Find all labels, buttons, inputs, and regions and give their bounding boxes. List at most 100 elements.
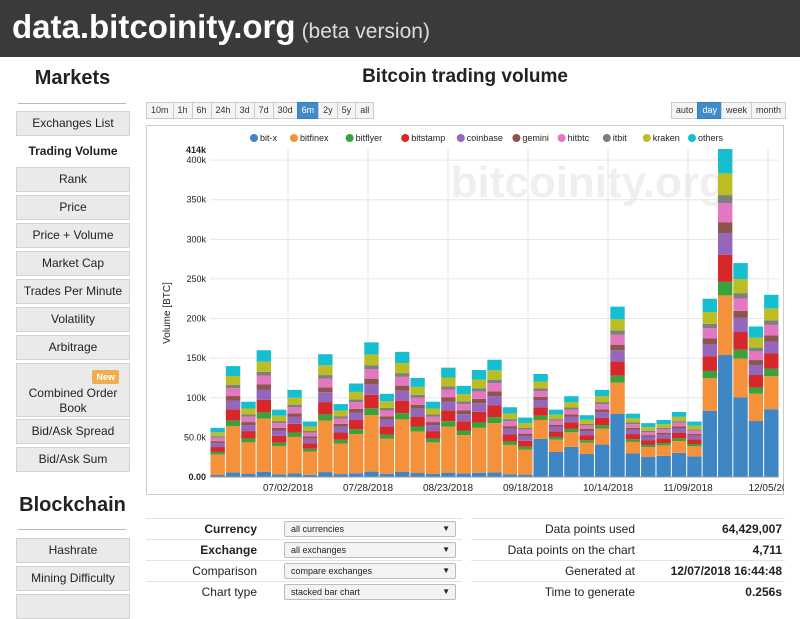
exchange-select[interactable]: all exchanges ▼ bbox=[284, 542, 456, 558]
bar-bitstamp bbox=[717, 254, 733, 282]
bar-coinbase bbox=[272, 430, 287, 436]
sidebar-item-combined-order-book[interactable]: Combined Order Book New bbox=[16, 363, 130, 417]
bar-bitfinex bbox=[456, 435, 471, 474]
bar-bitflyer bbox=[748, 387, 764, 394]
beta-label: (beta version) bbox=[301, 20, 430, 43]
stat-label: Time to generate bbox=[544, 585, 635, 599]
bar-kraken bbox=[379, 401, 395, 408]
bar-bit-x bbox=[748, 421, 764, 477]
resolution-button-month[interactable]: month bbox=[750, 102, 786, 119]
bar-itbit bbox=[641, 430, 656, 433]
site-title[interactable]: data.bitcoinity.org (beta version) bbox=[12, 8, 430, 46]
sidebar-item-arbitrage[interactable]: Arbitrage bbox=[16, 335, 130, 360]
bar-coinbase bbox=[625, 429, 641, 435]
range-button-6m[interactable]: 6m bbox=[296, 102, 320, 119]
resolution-button-week[interactable]: week bbox=[720, 102, 752, 119]
bar-coinbase bbox=[441, 401, 456, 411]
bar-kraken bbox=[348, 391, 364, 400]
range-button-3d[interactable]: 3d bbox=[234, 102, 255, 119]
range-button-2y[interactable]: 2y bbox=[318, 102, 338, 119]
range-button-5y[interactable]: 5y bbox=[336, 102, 357, 119]
bar-gemini bbox=[487, 391, 502, 397]
bar-kraken bbox=[487, 370, 502, 380]
sidebar-item-bid-ask-sum[interactable]: Bid/Ask Sum bbox=[16, 447, 130, 472]
bar-gemini bbox=[333, 423, 348, 427]
bar-itbit bbox=[656, 427, 671, 430]
chart-type-select[interactable]: stacked bar chart ▼ bbox=[284, 584, 456, 600]
bar-kraken bbox=[502, 413, 518, 420]
legend-label-coinbase: coinbase bbox=[467, 133, 503, 143]
site-name[interactable]: data.bitcoinity.org bbox=[12, 8, 296, 45]
bar-bit-x bbox=[441, 472, 456, 477]
bar-kraken bbox=[425, 408, 441, 415]
bar-bitflyer bbox=[456, 430, 471, 436]
bar-others bbox=[717, 149, 733, 174]
bar-coinbase bbox=[287, 416, 302, 424]
bar-bitflyer bbox=[548, 436, 564, 440]
bar-bitflyer bbox=[764, 368, 779, 377]
sidebar-item-volatility[interactable]: Volatility bbox=[16, 307, 130, 332]
bar-coinbase bbox=[410, 408, 425, 417]
bar-coinbase bbox=[210, 443, 225, 448]
bar-bitfinex bbox=[656, 445, 671, 456]
sidebar-item-price[interactable]: Price bbox=[16, 195, 130, 220]
sidebar-item-hashrate[interactable]: Hashrate bbox=[16, 538, 130, 563]
bar-kraken bbox=[456, 394, 471, 402]
range-button-7d[interactable]: 7d bbox=[253, 102, 274, 119]
resolution-button-auto[interactable]: auto bbox=[670, 102, 699, 119]
sidebar-item-market-cap[interactable]: Market Cap bbox=[16, 251, 130, 276]
bar-bitflyer bbox=[502, 441, 518, 445]
bar-bitstamp bbox=[702, 356, 717, 371]
bar-itbit bbox=[518, 427, 533, 430]
bar-itbit bbox=[548, 419, 564, 421]
bar-hitbtc bbox=[748, 351, 764, 361]
bar-bitstamp bbox=[225, 409, 241, 421]
bar-gemini bbox=[502, 426, 518, 429]
bar-kraken bbox=[302, 426, 318, 431]
sidebar-item-mining-difficulty[interactable]: Mining Difficulty bbox=[16, 566, 130, 591]
sidebar-item-trading-volume[interactable]: Trading Volume bbox=[16, 139, 130, 164]
bar-bitstamp bbox=[518, 440, 533, 447]
currency-select[interactable]: all currencies ▼ bbox=[284, 521, 456, 537]
bar-bitflyer bbox=[272, 442, 287, 447]
sidebar-item-price-volume[interactable]: Price + Volume bbox=[16, 223, 130, 248]
range-button-10m[interactable]: 10m bbox=[146, 102, 174, 119]
comparison-select[interactable]: compare exchanges ▼ bbox=[284, 563, 456, 579]
range-button-all[interactable]: all bbox=[355, 102, 375, 119]
bar-bitfinex bbox=[748, 393, 764, 422]
bar-bitstamp bbox=[241, 431, 256, 439]
chevron-down-icon: ▼ bbox=[442, 587, 450, 596]
legend-swatch-itbit bbox=[602, 134, 611, 142]
stat-value: 0.256s bbox=[745, 585, 782, 599]
legend-swatch-bitstamp bbox=[401, 134, 410, 142]
resolution-button-day[interactable]: day bbox=[697, 102, 722, 119]
range-button-30d[interactable]: 30d bbox=[272, 102, 298, 119]
sidebar-item-partial[interactable] bbox=[16, 594, 130, 619]
range-button-1h[interactable]: 1h bbox=[172, 102, 193, 119]
bar-coinbase bbox=[764, 341, 779, 354]
bar-hitbtc bbox=[717, 203, 733, 223]
bar-others bbox=[425, 401, 441, 409]
range-button-24h[interactable]: 24h bbox=[210, 102, 236, 119]
bar-bitflyer bbox=[471, 422, 487, 428]
sidebar-item-trades-per-minute[interactable]: Trades Per Minute bbox=[16, 279, 130, 304]
bar-hitbtc bbox=[702, 328, 717, 339]
bar-kraken bbox=[333, 410, 348, 417]
bar-bit-x bbox=[533, 438, 548, 477]
bar-others bbox=[533, 374, 548, 382]
bar-bitfinex bbox=[733, 358, 748, 398]
bar-bitstamp bbox=[564, 422, 579, 429]
bar-bitfinex bbox=[610, 382, 625, 414]
bar-bitstamp bbox=[641, 440, 656, 445]
sidebar-item-exchanges-list[interactable]: Exchanges List bbox=[16, 111, 130, 136]
range-button-6h[interactable]: 6h bbox=[191, 102, 212, 119]
sidebar-item-rank[interactable]: Rank bbox=[16, 167, 130, 192]
bar-bitstamp bbox=[272, 435, 287, 443]
sidebar: Markets Exchanges List Trading Volume Rank… bbox=[0, 57, 145, 619]
sidebar-item-bid-ask-spread[interactable]: Bid/Ask Spread bbox=[16, 419, 130, 444]
bar-bitfinex bbox=[671, 441, 687, 453]
bar-bitflyer bbox=[487, 417, 502, 424]
bar-bit-x bbox=[256, 471, 272, 477]
legend-label-others: others bbox=[698, 133, 724, 143]
bar-others bbox=[272, 409, 287, 416]
